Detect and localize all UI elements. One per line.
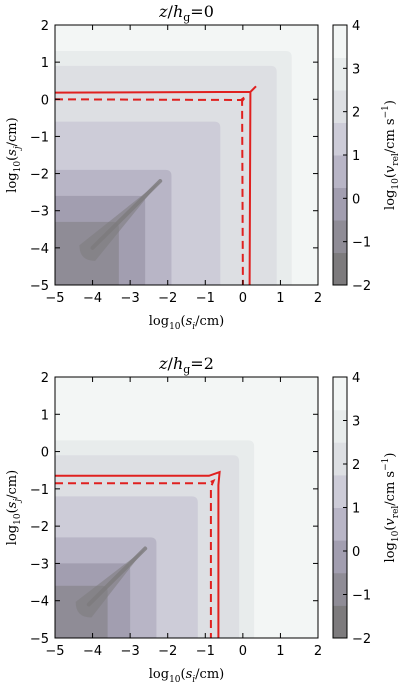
y-axis-label: log10(sj/cm) [5,117,23,192]
x-tick-label: −5 [45,644,64,659]
y-tick-label: 1 [41,56,49,71]
y-tick-label: −4 [30,595,49,610]
y-tick-label: −4 [30,242,49,257]
y-tick-label: −3 [30,557,49,572]
colorbar-tick-label: 4 [352,371,360,386]
y-tick-label: −3 [30,205,49,220]
x-tick-label: −4 [83,644,102,659]
solid-contour [55,470,221,638]
colorbar-swatch [333,187,347,221]
y-tick-label: 1 [41,408,49,423]
colorbar-tick-label: 1 [352,149,360,164]
x-tick-label: −3 [121,291,140,306]
plot-frame [54,376,319,639]
x-tick-label: 1 [276,291,284,306]
panel-title: z/hg=2 [158,354,214,376]
colorbar-tick-label: 1 [352,502,360,517]
colorbar-tick-label: −2 [352,279,371,294]
y-tick-label: 0 [41,446,49,461]
colorbar-swatch [333,57,347,91]
y-tick-label: 2 [41,19,49,34]
x-tick-label: 2 [314,291,322,306]
x-tick-label: −4 [83,291,102,306]
colorbar-swatch [333,540,347,574]
colorbar-tick-label: 2 [352,458,360,473]
colorbar-tick-label: −1 [352,236,371,251]
colorbar-swatch [333,377,347,411]
y-tick-label: 0 [41,93,49,108]
x-tick-label: 0 [239,644,247,659]
y-tick-label: −1 [30,483,49,498]
x-tick-label: 0 [239,291,247,306]
colorbar: −2 −1 0 1 2 3 4 log10(vrel/cm s−1) [332,19,400,294]
dashed-contour [55,95,247,285]
colorbar-swatch [333,25,347,58]
colorbar-swatch [333,90,347,123]
solid-contour [55,85,257,285]
colorbar-label: log10(vrel/cm s−1) [381,100,400,210]
colorbar-swatch [333,572,347,606]
x-axis-label: log10(si/cm) [149,667,224,685]
colorbar-tick-label: 3 [352,62,360,77]
colorbar-label: log10(vrel/cm s−1) [381,453,400,563]
y-tick-label: −2 [30,168,49,183]
heatmap-area [55,25,318,285]
colorbar: −2 −1 0 1 2 3 4 log10(vrel/cm s−1) [332,371,400,647]
colorbar-swatch [333,474,347,508]
colorbar-tick-label: 3 [352,415,360,430]
colorbar-swatch [333,122,347,156]
colorbar-swatch [333,507,347,541]
x-tick-label: 1 [276,644,284,659]
x-tick-label: −5 [45,291,64,306]
colorbar-swatch [333,220,347,253]
panel-title: z/hg=0 [158,2,214,24]
x-tick-label: −2 [158,644,177,659]
plot-frame [54,24,319,286]
x-axis-label: log10(si/cm) [149,314,224,332]
panel-1: −5 −4 −3 −2 −1 0 1 2 −5 −4 −3 −2 −1 0 1 2 z/hg=0 log10(si… [5,2,400,332]
y-tick-label: −2 [30,520,49,535]
x-tick-label: −2 [158,291,177,306]
colorbar-tick-label: 0 [352,545,360,560]
colorbar-swatch [333,252,347,286]
colorbar-tick-label: 0 [352,192,360,207]
colorbar-tick-label: −2 [352,632,371,647]
x-tick-label: 2 [314,644,322,659]
diagonal-valley-core [86,546,148,607]
y-tick-label: −1 [30,130,49,145]
x-tick-label: −1 [196,291,215,306]
colorbar-swatch [333,409,347,443]
diagonal-valley-core [90,179,163,250]
colorbar-swatch [333,155,347,188]
colorbar-swatch [333,442,347,476]
colorbar-tick-label: 4 [352,19,360,34]
y-axis-label: log10(sj/cm) [5,470,23,545]
colorbar-tick-label: 2 [352,106,360,121]
x-tick-label: −1 [196,644,215,659]
y-tick-label: 2 [41,371,49,386]
y-tick-label: −5 [30,279,49,294]
panel-2: −5 −4 −3 −2 −1 0 1 2 −5 −4 −3 −2 −1 0 1 2 z/hg=2 log10(si… [5,354,400,685]
y-tick-label: −5 [30,632,49,647]
dashed-contour [55,478,216,638]
colorbar-tick-label: −1 [352,589,371,604]
heatmap-area [55,377,318,638]
x-tick-label: −3 [121,644,140,659]
colorbar-swatch [333,605,347,639]
